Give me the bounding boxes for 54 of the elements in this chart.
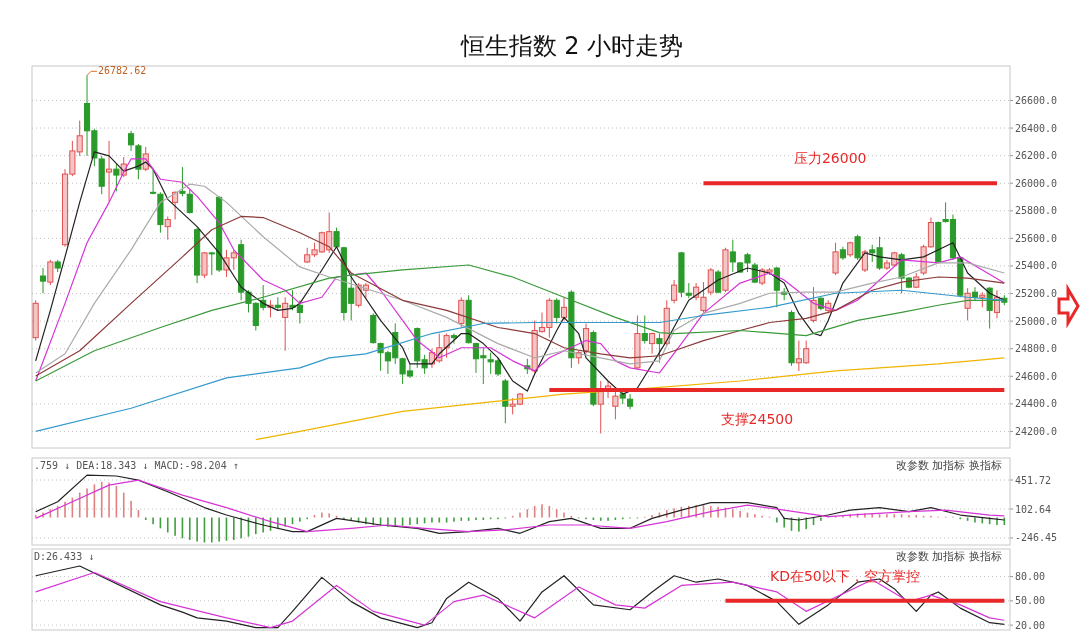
line-series [255,357,1005,441]
annotation: 改参数 加指标 换指标 [896,459,1002,472]
candlestick [861,249,868,273]
candlestick [656,333,663,364]
candlestick [854,234,861,261]
line-series [35,289,1005,433]
y-tick-label: 25600.0 [1015,232,1058,244]
y-tick-label: 25400.0 [1015,260,1058,272]
series-label: 压力26000 [793,150,867,167]
candlestick [150,168,157,195]
y-tick-label: 25200.0 [1015,288,1058,300]
candlestick [179,166,186,197]
line-series [35,215,1005,377]
y-tick-label: 80.00 [1015,571,1046,583]
y-tick-label: 24600.0 [1015,370,1058,382]
y-tick-label: 26200.0 [1015,150,1058,162]
candlestick [458,296,465,328]
y-tick-label: 25800.0 [1015,205,1058,217]
y-tick-label: 50.00 [1015,595,1046,607]
candlestick [164,215,171,241]
annotation: 26782.62 [98,65,147,77]
candlestick [186,188,193,215]
candlestick [832,242,839,276]
candlestick [201,251,208,279]
candlestick [612,390,619,420]
annotation: D:26.433 ↓ [34,551,95,562]
y-tick-label: 24400.0 [1015,398,1058,410]
candlestick [671,279,678,304]
candlestick [641,314,648,345]
y-tick-label: 102.64 [1015,503,1052,515]
y-tick-label: 24800.0 [1015,343,1058,355]
candlestick [450,333,458,345]
annotation: 改参数 加指标 换指标 [896,550,1002,563]
candlestick [47,259,54,286]
y-tick-label: 26400.0 [1015,122,1058,134]
series-label: 支撑24500 [720,411,794,428]
candlestick [39,267,47,294]
annotation: .759 ↓ DEA:18.343 ↓ MACD:-98.204 ↑ [34,460,239,471]
candlestick [560,296,568,321]
candlestick [282,296,289,352]
candlestick [105,140,113,202]
chart-title: 恒生指数 2 小时走势 [459,32,684,60]
y-tick-label: 25000.0 [1015,315,1058,327]
y-tick-label: 20.00 [1015,619,1046,631]
candlestick [113,163,120,192]
y-tick-label: 24200.0 [1015,425,1058,437]
y-tick-label: 26600.0 [1015,94,1058,106]
series-label: KD在50以下，空方掌控 [770,567,920,584]
y-tick-label: 451.72 [1015,474,1052,486]
y-tick-label: 26000.0 [1015,177,1058,189]
y-tick-label: -246.45 [1015,532,1058,544]
candlestick [707,267,714,296]
candlestick [627,393,634,410]
candlestick [553,297,560,324]
